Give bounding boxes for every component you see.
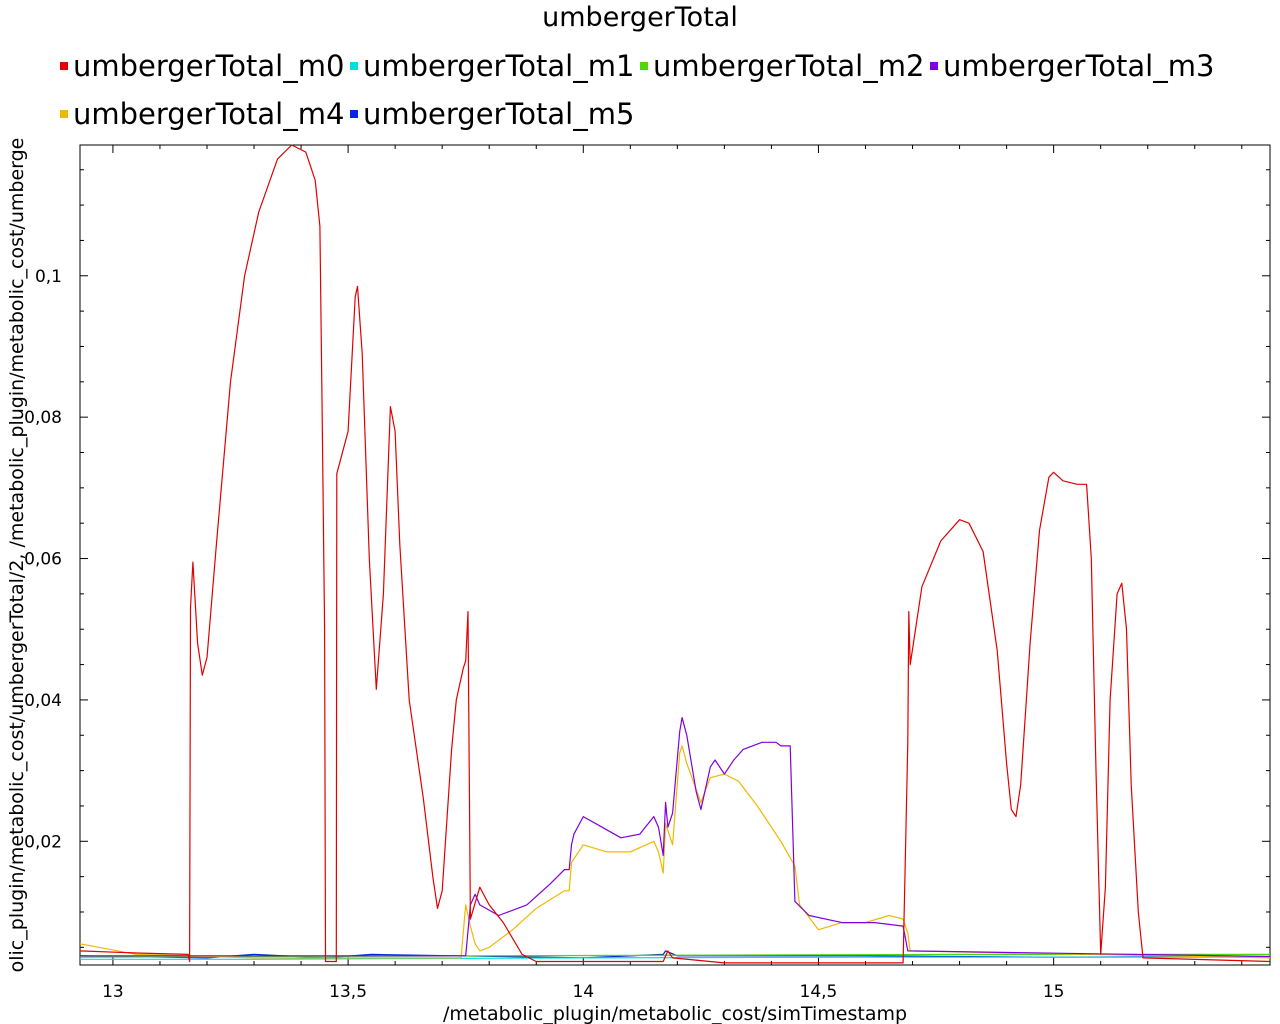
legend-item-m2[interactable]: umbergerTotal_m2 (640, 49, 930, 83)
legend-item-m0[interactable]: umbergerTotal_m0 (60, 49, 350, 83)
y-tick-label: 0,02 (24, 832, 62, 852)
legend-row-1: umbergerTotal_m0 umbergerTotal_m1 umberg… (60, 42, 1260, 90)
x-axis-title: /metabolic_plugin/metabolic_cost/simTime… (443, 1003, 907, 1024)
y-axis-title: olic_plugin/metabolic_cost/umbergerTotal… (6, 138, 28, 973)
legend-label-m0: umbergerTotal_m0 (73, 49, 345, 83)
legend-swatch-m4 (60, 110, 68, 118)
legend-swatch-m5 (350, 110, 358, 118)
tick-marks (80, 145, 1270, 965)
legend-item-m3[interactable]: umbergerTotal_m3 (930, 49, 1220, 83)
x-tick-label: 13 (102, 982, 124, 1002)
legend-swatch-m0 (60, 62, 68, 70)
y-tick-label: 0,04 (24, 691, 62, 711)
x-tick-label: 14 (572, 982, 594, 1002)
legend-label-m2: umbergerTotal_m2 (653, 49, 925, 83)
y-tick-label: 0,08 (24, 408, 62, 428)
legend-swatch-m1 (350, 62, 358, 70)
legend-label-m1: umbergerTotal_m1 (363, 49, 635, 83)
series-line-m3[interactable] (80, 716, 1271, 958)
legend-item-m1[interactable]: umbergerTotal_m1 (350, 49, 640, 83)
chart-title: umbergerTotal (542, 2, 738, 33)
legend: umbergerTotal_m0 umbergerTotal_m1 umberg… (60, 42, 1260, 138)
x-tick-label: 14,5 (800, 982, 838, 1002)
series-group (79, 144, 1271, 964)
x-tick-label: 15 (1043, 982, 1065, 1002)
series-line-m1[interactable] (80, 956, 1270, 960)
legend-swatch-m3 (930, 62, 938, 70)
legend-item-m4[interactable]: umbergerTotal_m4 (60, 97, 350, 131)
legend-swatch-m2 (640, 62, 648, 70)
legend-row-2: umbergerTotal_m4 umbergerTotal_m5 (60, 90, 1260, 138)
series-line-m4[interactable] (79, 745, 1271, 959)
plot-frame (79, 144, 1271, 966)
tick-labels: 13 13,5 14 14,5 15 0,02 0,04 0,06 0,08 0,1 (24, 267, 1064, 1002)
series-line-m0[interactable] (79, 144, 1271, 964)
legend-item-m5[interactable]: umbergerTotal_m5 (350, 97, 640, 131)
legend-label-m5: umbergerTotal_m5 (363, 97, 635, 131)
y-tick-label: 0,06 (24, 550, 62, 570)
y-tick-label: 0,1 (35, 267, 62, 287)
x-tick-label: 13,5 (329, 982, 367, 1002)
series-line-m5[interactable] (79, 950, 1271, 959)
legend-label-m4: umbergerTotal_m4 (73, 97, 345, 131)
legend-label-m3: umbergerTotal_m3 (943, 49, 1215, 83)
